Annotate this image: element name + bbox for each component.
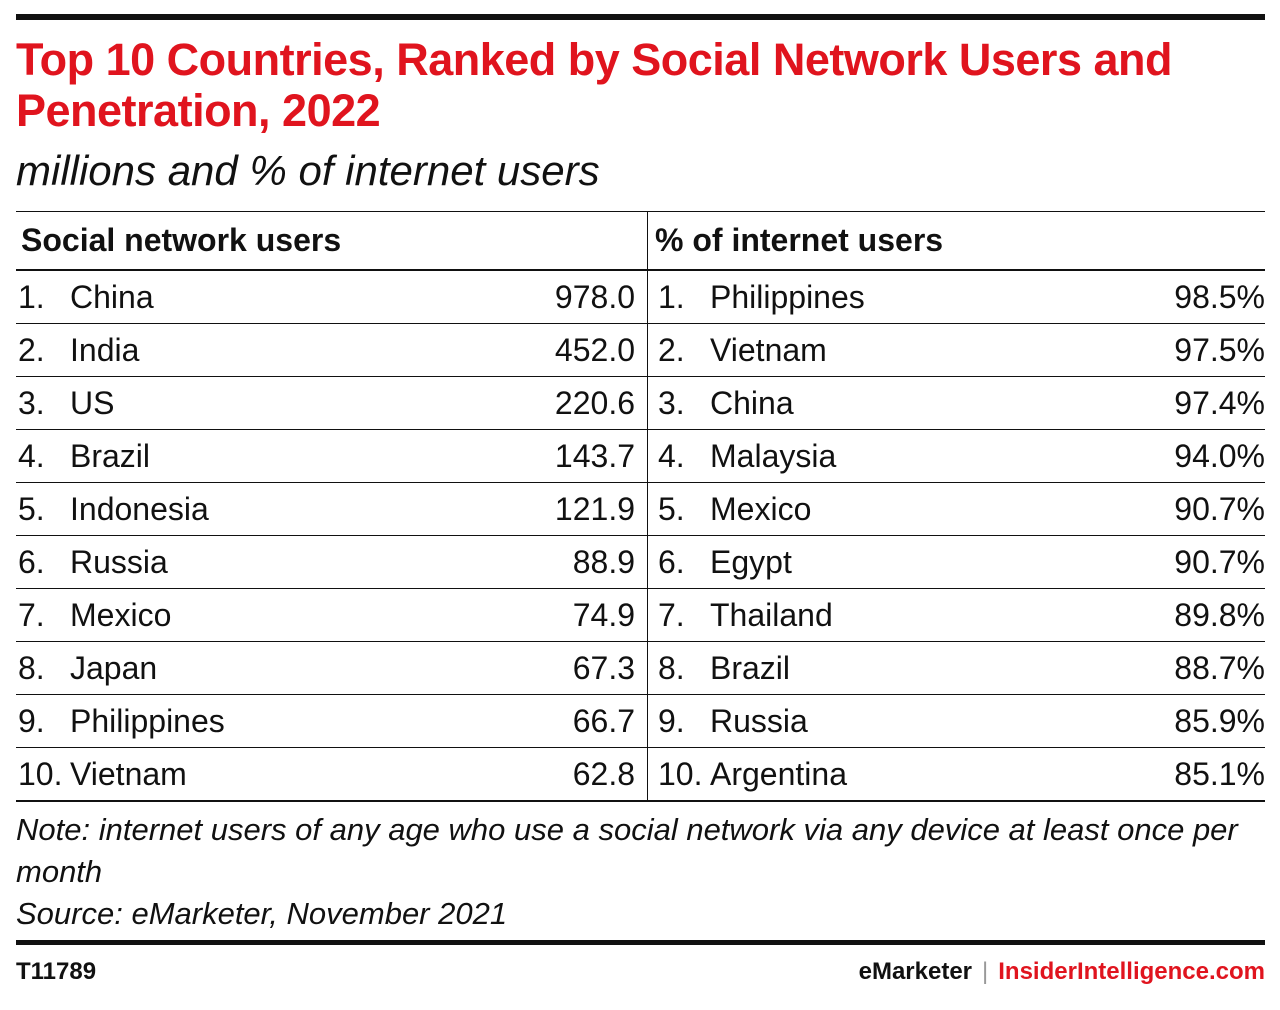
value-cell: 88.7% — [1174, 650, 1265, 686]
rank-cell: 7. — [18, 597, 45, 633]
country-cell: China — [70, 279, 154, 315]
country-cell: Malaysia — [710, 438, 837, 474]
footnote: Note: internet users of any age who use … — [16, 809, 1266, 935]
table-row: 8. Japan 67.3 8. Brazil 88.7% — [16, 642, 1265, 695]
rank-cell: 6. — [658, 544, 685, 580]
country-cell: Mexico — [70, 597, 172, 633]
brand-emarketer: eMarketer — [858, 958, 973, 985]
rank-cell: 1. — [18, 279, 45, 315]
brand-insider-intelligence: InsiderIntelligence.com — [998, 958, 1265, 985]
rank-cell: 10. — [18, 756, 63, 792]
value-cell: 97.4% — [1174, 385, 1265, 421]
rank-cell: 7. — [658, 597, 685, 633]
rank-cell: 1. — [658, 279, 685, 315]
row-rule — [16, 747, 1265, 748]
value-cell: 90.7% — [1174, 491, 1265, 527]
country-cell: China — [710, 385, 794, 421]
value-cell: 121.9 — [554, 491, 635, 527]
chart-id: T11789 — [16, 958, 97, 985]
chart-subtitle: millions and % of internet users — [16, 147, 600, 194]
source-text: Source: eMarketer, November 2021 — [16, 896, 508, 931]
rank-cell: 5. — [18, 491, 45, 527]
country-cell: Vietnam — [710, 332, 827, 368]
table-row: 7. Mexico 74.9 7. Thailand 89.8% — [16, 589, 1265, 642]
rank-cell: 5. — [658, 491, 685, 527]
value-cell: 85.1% — [1174, 756, 1265, 792]
rank-cell: 3. — [18, 385, 45, 421]
country-cell: India — [70, 332, 140, 368]
rank-cell: 4. — [658, 438, 685, 474]
row-rule — [16, 588, 1265, 589]
value-cell: 143.7 — [554, 438, 635, 474]
country-cell: Philippines — [70, 703, 225, 739]
country-cell: US — [70, 385, 115, 421]
rank-cell: 3. — [658, 385, 685, 421]
value-cell: 98.5% — [1174, 279, 1265, 315]
country-cell: Japan — [70, 650, 158, 686]
value-cell: 220.6 — [554, 385, 635, 421]
rank-cell: 8. — [658, 650, 685, 686]
value-cell: 67.3 — [572, 650, 635, 686]
country-cell: Thailand — [710, 597, 833, 633]
country-cell: Indonesia — [70, 491, 209, 527]
row-rule — [16, 429, 1265, 430]
value-cell: 62.8 — [572, 756, 635, 792]
row-rule — [16, 376, 1265, 377]
country-cell: Brazil — [710, 650, 791, 686]
table-row: 9. Philippines 66.7 9. Russia 85.9% — [16, 695, 1265, 748]
country-cell: Argentina — [710, 756, 847, 792]
value-cell: 89.8% — [1174, 597, 1265, 633]
value-cell: 66.7 — [572, 703, 635, 739]
value-cell: 452.0 — [554, 332, 635, 368]
rank-cell: 9. — [18, 703, 45, 739]
row-rule — [16, 694, 1265, 695]
rank-cell: 10. — [658, 756, 703, 792]
table-top-rule — [16, 211, 1265, 212]
brand-footer: eMarketer | InsiderIntelligence.com — [859, 955, 1265, 989]
rank-cell: 2. — [18, 332, 45, 368]
table-row: 4. Brazil 143.7 4. Malaysia 94.0% — [16, 430, 1265, 483]
rank-cell: 8. — [18, 650, 45, 686]
table-row: 5. Indonesia 121.9 5. Mexico 90.7% — [16, 483, 1265, 536]
bottom-rule — [16, 940, 1265, 945]
country-cell: Philippines — [710, 279, 865, 315]
row-rule — [16, 535, 1265, 536]
value-cell: 88.9 — [572, 544, 635, 580]
table-row: 10. Vietnam 62.8 10. Argentina 85.1% — [16, 748, 1265, 801]
table-row: 1. China 978.0 1. Philippines 98.5% — [16, 271, 1265, 324]
table-row: 2. India 452.0 2. Vietnam 97.5% — [16, 324, 1265, 377]
rank-cell: 4. — [18, 438, 45, 474]
table-row: 3. US 220.6 3. China 97.4% — [16, 377, 1265, 430]
country-cell: Russia — [70, 544, 168, 580]
row-rule — [16, 641, 1265, 642]
value-cell: 94.0% — [1174, 438, 1265, 474]
rank-cell: 9. — [658, 703, 685, 739]
top-rule — [16, 14, 1265, 20]
column-header-social-network-users: Social network users — [21, 222, 342, 258]
country-cell: Brazil — [70, 438, 151, 474]
note-text: Note: internet users of any age who use … — [16, 812, 1238, 889]
row-rule — [16, 800, 1265, 802]
value-cell: 90.7% — [1174, 544, 1265, 580]
table-header-rule — [16, 269, 1265, 271]
value-cell: 85.9% — [1174, 703, 1265, 739]
column-divider — [647, 211, 648, 801]
country-cell: Vietnam — [70, 756, 187, 792]
row-rule — [16, 323, 1265, 324]
country-cell: Russia — [710, 703, 808, 739]
country-cell: Mexico — [710, 491, 812, 527]
country-cell: Egypt — [710, 544, 792, 580]
rank-cell: 6. — [18, 544, 45, 580]
row-rule — [16, 482, 1265, 483]
column-header-percent-internet-users: % of internet users — [655, 222, 944, 258]
value-cell: 74.9 — [572, 597, 635, 633]
value-cell: 97.5% — [1174, 332, 1265, 368]
value-cell: 978.0 — [554, 279, 635, 315]
brand-separator: | — [982, 958, 989, 985]
table-row: 6. Russia 88.9 6. Egypt 90.7% — [16, 536, 1265, 589]
rank-cell: 2. — [658, 332, 685, 368]
chart-title: Top 10 Countries, Ranked by Social Netwo… — [16, 34, 1172, 136]
